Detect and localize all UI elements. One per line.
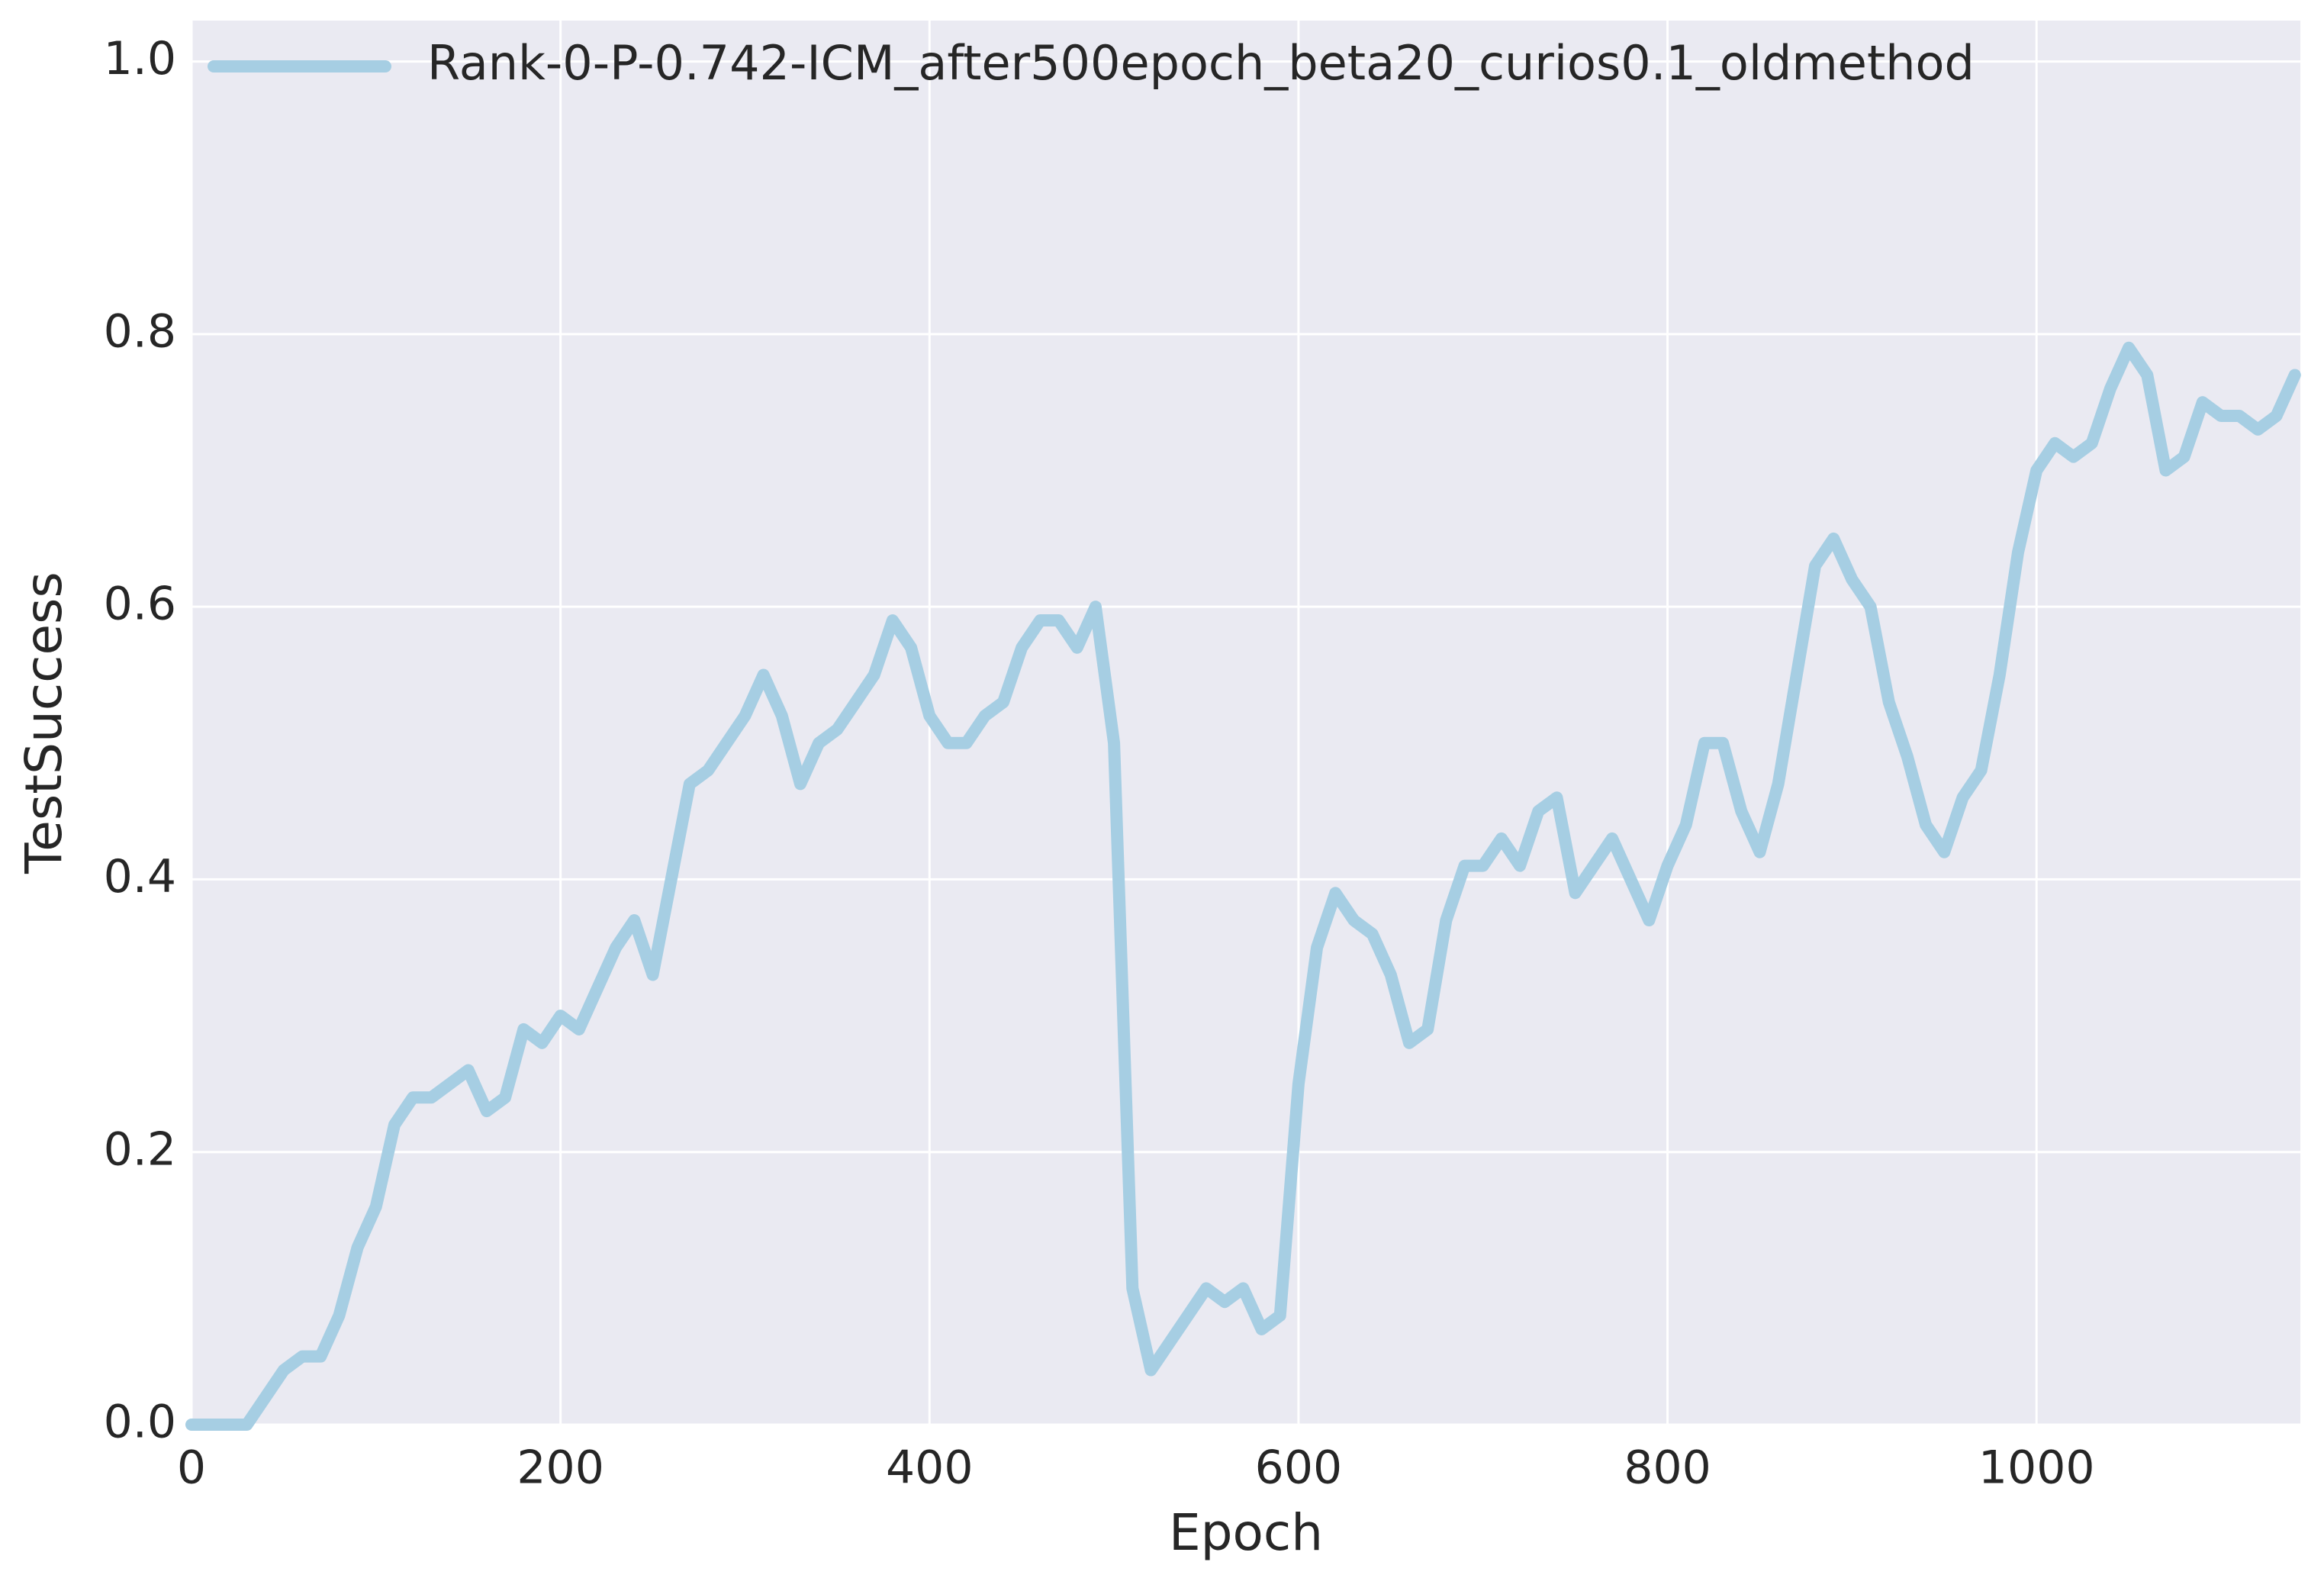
x-tick-label: 800 bbox=[1624, 1441, 1711, 1495]
y-tick-label: 1.0 bbox=[104, 32, 176, 85]
x-tick-label: 600 bbox=[1255, 1441, 1343, 1495]
x-axis-label: Epoch bbox=[1169, 1503, 1323, 1562]
x-tick-label: 400 bbox=[886, 1441, 974, 1495]
x-tick-label: 200 bbox=[517, 1441, 604, 1495]
legend-label: Rank-0-P-0.742-ICM_after500epoch_beta20_… bbox=[427, 35, 1975, 91]
y-tick-label: 0.2 bbox=[104, 1122, 176, 1176]
y-tick-label: 0.0 bbox=[104, 1396, 176, 1449]
plot-area bbox=[192, 21, 2300, 1425]
x-tick-label: 1000 bbox=[1978, 1441, 2095, 1495]
y-tick-label: 0.4 bbox=[104, 850, 176, 903]
data-line bbox=[185, 341, 2301, 1431]
y-tick-label: 0.8 bbox=[104, 304, 176, 358]
y-axis-label: TestSuccess bbox=[14, 572, 73, 874]
x-tick-label: 0 bbox=[177, 1441, 206, 1495]
y-tick-label: 0.6 bbox=[104, 578, 176, 631]
